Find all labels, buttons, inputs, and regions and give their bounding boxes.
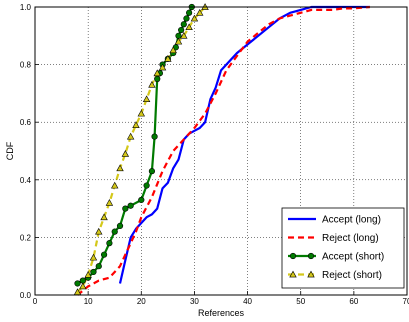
data-point-reject-short: [100, 213, 108, 221]
series-line-accept-long: [118, 5, 370, 284]
data-point-accept-short: [100, 251, 108, 258]
data-point-accept-short: [180, 21, 187, 28]
legend: Accept (long) Reject (long) Accept (short)…: [281, 207, 405, 289]
legend-marker-reject-short: [307, 270, 315, 278]
data-point-reject-short: [105, 199, 114, 206]
x-axis-label: References: [198, 308, 245, 318]
data-point-reject-short: [116, 164, 124, 172]
data-point-accept-short: [143, 182, 150, 189]
data-point-reject-short: [174, 37, 183, 45]
data-point-reject-short: [180, 31, 188, 39]
data-point-accept-short: [127, 202, 134, 209]
data-markers: [73, 3, 209, 295]
data-point-reject-short: [137, 109, 145, 117]
x-tick-label: 30: [190, 297, 199, 306]
data-point-accept-short: [106, 240, 113, 247]
data-point-reject-short: [169, 46, 177, 54]
data-point-reject-short: [89, 253, 98, 261]
x-tick-label: 50: [296, 297, 305, 306]
data-point-accept-short: [90, 268, 97, 276]
x-tick-label: 0: [33, 297, 38, 306]
x-tick-label: 70: [403, 297, 409, 306]
data-point-reject-short: [148, 80, 156, 88]
legend-label-accept-short: Accept (short): [322, 252, 384, 263]
data-point-reject-short: [79, 282, 87, 290]
data-point-accept-short: [116, 222, 124, 229]
data-point-accept-short: [111, 228, 118, 235]
data-point-accept-short: [148, 168, 156, 175]
data-point-reject-short: [84, 271, 92, 278]
y-ticks: 0.0 0.2 0.4 0.6 0.8 1.0: [20, 3, 39, 300]
data-point-reject-short: [164, 55, 172, 62]
data-point-reject-short: [185, 23, 193, 31]
data-point-reject-short: [142, 95, 151, 103]
data-point-reject-short: [111, 181, 119, 189]
data-point-reject-short: [132, 121, 140, 128]
legend-label-reject-short: Reject (short): [322, 270, 382, 281]
x-ticks: 0 10 20 30 40 50 60 70: [33, 291, 409, 306]
y-tick-label: 1.0: [20, 3, 32, 12]
x-tick-label: 20: [137, 297, 146, 306]
y-axis-label: CDF: [5, 141, 15, 160]
data-point-reject-short: [153, 69, 161, 77]
data-point-accept-short: [74, 280, 81, 287]
series-line-reject-long: [76, 5, 370, 296]
legend-label-reject-long: Reject (long): [322, 233, 379, 244]
legend-marker-reject-short: [289, 270, 297, 278]
data-point-accept-short: [151, 133, 158, 140]
y-tick-label: 0.0: [20, 291, 32, 300]
y-tick-label: 0.6: [20, 118, 32, 127]
plot-frame: [34, 6, 408, 296]
x-tick-label: 10: [84, 297, 93, 306]
data-point-accept-short: [138, 196, 145, 204]
data-point-reject-short: [190, 14, 199, 22]
y-tick-label: 0.2: [20, 233, 32, 242]
data-point-accept-short: [178, 26, 185, 34]
data-point-reject-short: [158, 63, 167, 71]
data-point-reject-short: [121, 150, 130, 157]
legend-label-accept-long: Accept (long): [322, 215, 381, 226]
x-tick-label: 60: [349, 297, 358, 306]
data-point-accept-short: [95, 263, 102, 270]
legend-marker-accept-short: [307, 252, 315, 260]
data-point-accept-short: [122, 205, 129, 212]
data-point-accept-short: [186, 9, 193, 16]
data-point-reject-short: [196, 8, 204, 16]
data-point-reject-short: [95, 227, 103, 235]
data-point-accept-short: [154, 75, 161, 83]
legend-marker-accept-short: [289, 252, 297, 260]
y-tick-label: 0.8: [20, 61, 32, 70]
y-tick-label: 0.4: [20, 176, 32, 185]
data-point-reject-short: [126, 132, 135, 140]
data-point-accept-short: [183, 15, 190, 22]
x-tick-label: 40: [243, 297, 252, 306]
